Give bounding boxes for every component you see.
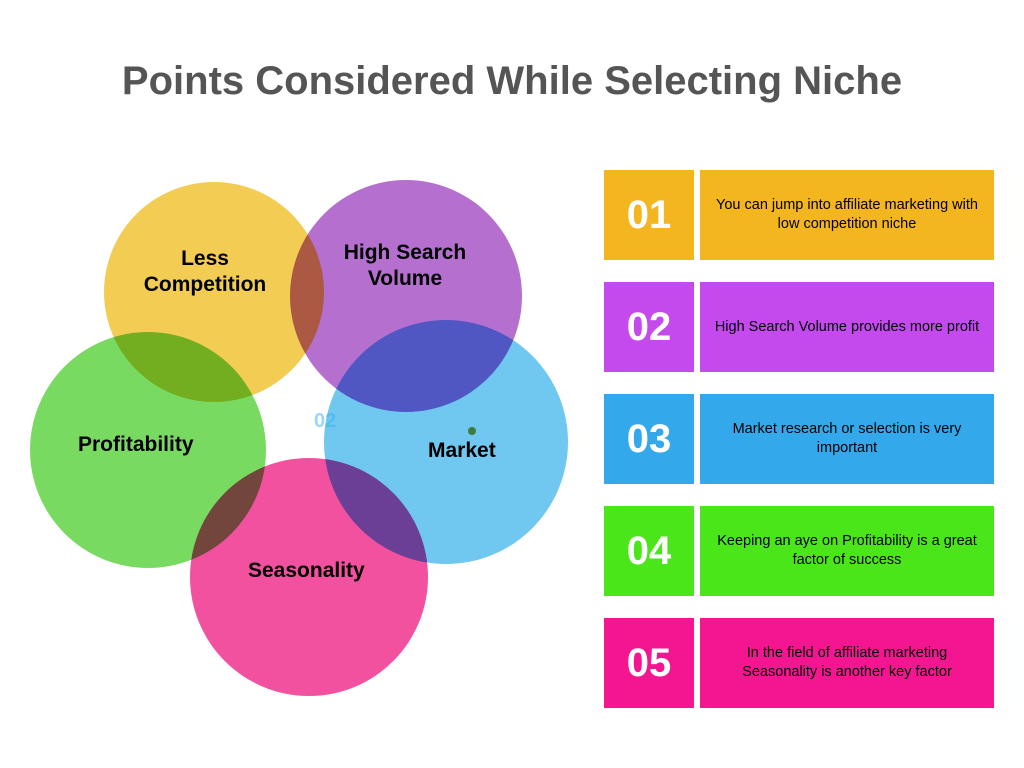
venn-label-market: Market	[428, 438, 496, 464]
list-text: In the field of affiliate marketing Seas…	[700, 618, 994, 708]
list-text: High Search Volume provides more profit	[700, 282, 994, 372]
list-number: 02	[604, 282, 694, 372]
points-list: 01 You can jump into affiliate marketing…	[604, 170, 994, 708]
list-item: 04 Keeping an aye on Profitability is a …	[604, 506, 994, 596]
venn-center-label: 02	[314, 410, 336, 433]
venn-label-less-competition: Less Competition	[130, 246, 280, 299]
list-text: Keeping an aye on Profitability is a gre…	[700, 506, 994, 596]
list-number: 01	[604, 170, 694, 260]
venn-diagram: High Search Volume Market Seasonality Pr…	[30, 180, 590, 740]
list-item: 03 Market research or selection is very …	[604, 394, 994, 484]
venn-dot	[468, 427, 476, 435]
list-number: 03	[604, 394, 694, 484]
list-text: Market research or selection is very imp…	[700, 394, 994, 484]
list-number: 05	[604, 618, 694, 708]
list-item: 01 You can jump into affiliate marketing…	[604, 170, 994, 260]
list-item: 05 In the field of affiliate marketing S…	[604, 618, 994, 708]
venn-label-profitability: Profitability	[78, 432, 194, 458]
venn-label-seasonality: Seasonality	[248, 558, 365, 584]
list-item: 02 High Search Volume provides more prof…	[604, 282, 994, 372]
list-number: 04	[604, 506, 694, 596]
page-title: Points Considered While Selecting Niche	[0, 56, 1024, 106]
list-text: You can jump into affiliate marketing wi…	[700, 170, 994, 260]
venn-label-high-search-volume: High Search Volume	[330, 240, 480, 293]
